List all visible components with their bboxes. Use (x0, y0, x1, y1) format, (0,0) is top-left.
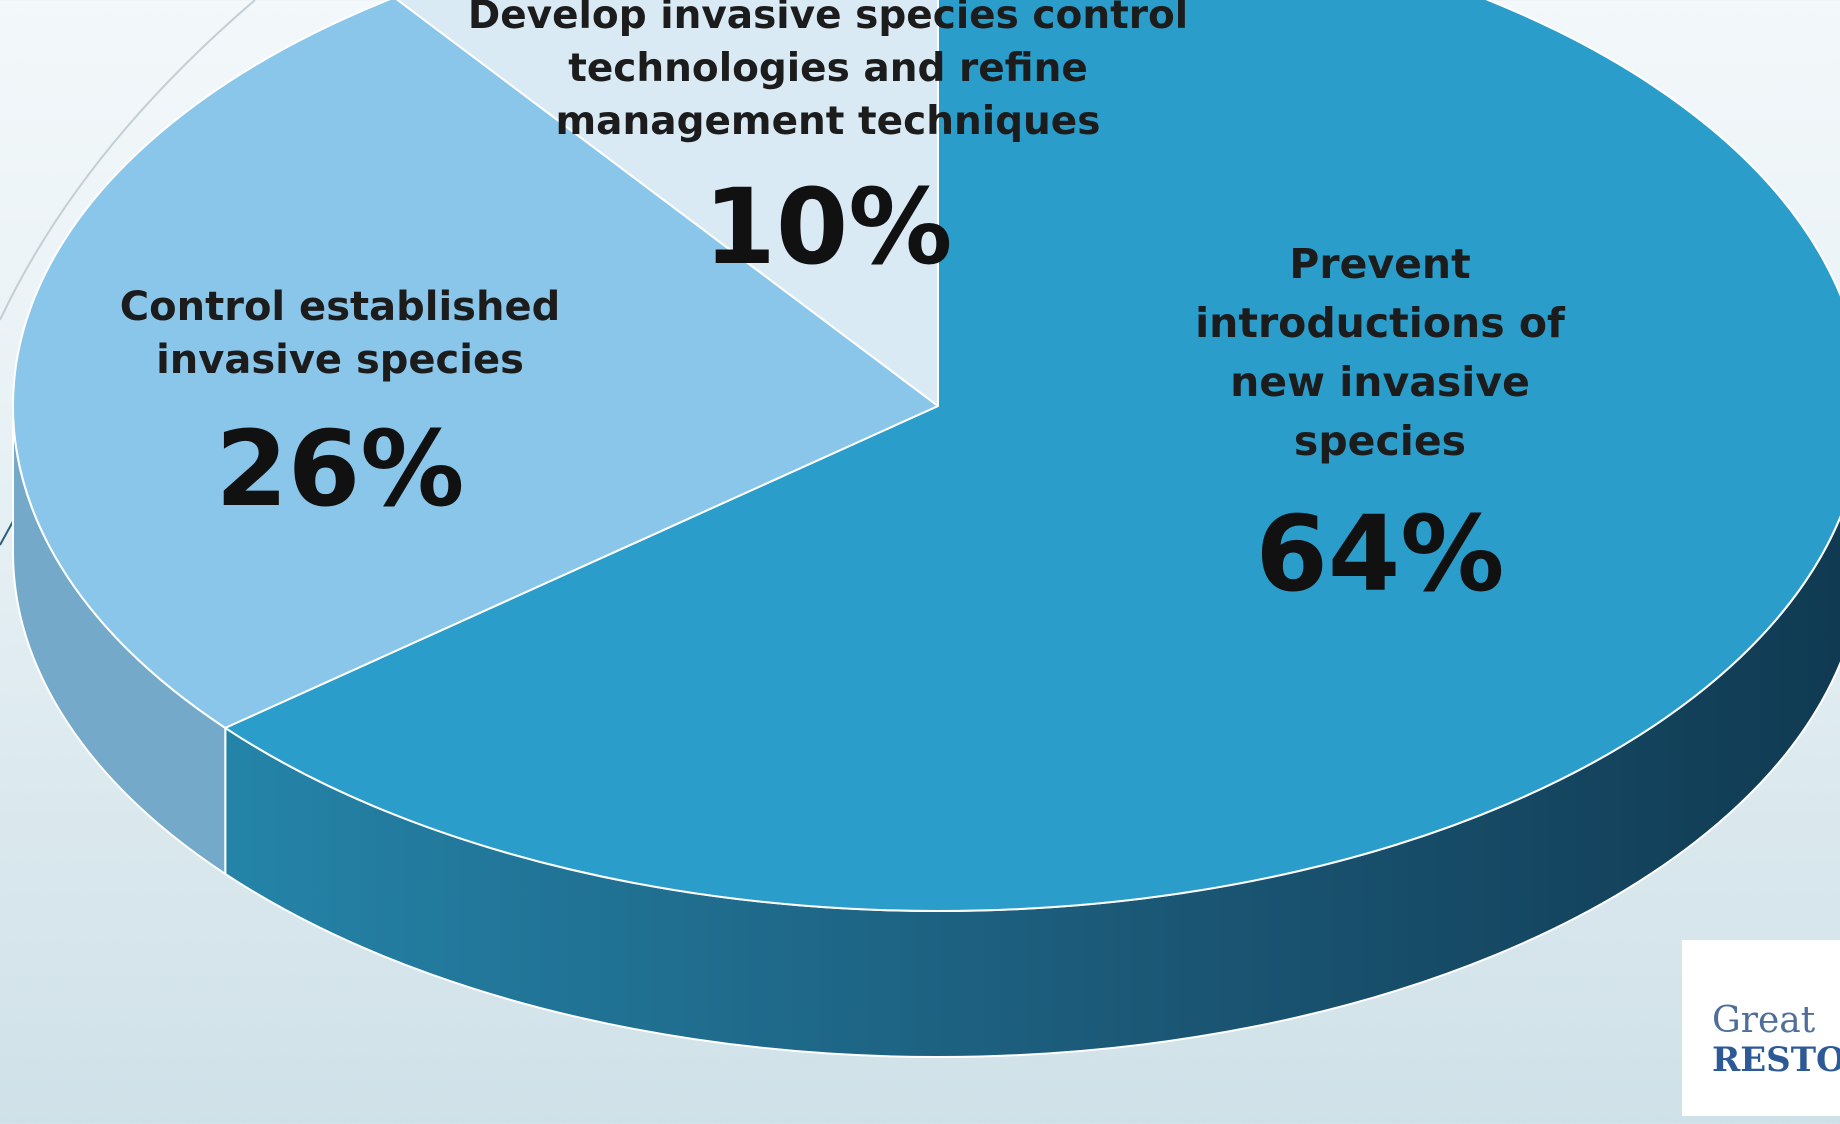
background-arc (0, 0, 256, 321)
slice-value-2: 26% (216, 408, 465, 530)
slice-value-1: 64% (1256, 493, 1505, 615)
pie-slice-3 (396, 0, 939, 407)
pie-slice-1 (224, 0, 1840, 912)
slice-value-3: 10% (704, 166, 953, 288)
logo-text-great: Great (1712, 1000, 1816, 1041)
pie-top-faces (12, 0, 1840, 912)
slice-label-3: Develop invasive species control technolo… (468, 0, 1188, 144)
slice-label-1: Prevent introductions of new invasive speci… (1195, 240, 1566, 465)
pie-slice-2 (12, 0, 939, 729)
logo: Great RESTO (1682, 940, 1840, 1116)
logo-text-resto: RESTO (1712, 1040, 1840, 1080)
slice-label-2: Control established invasive species (120, 284, 560, 383)
pie-labels: Prevent introductions of new invasive speci… (120, 0, 1566, 615)
